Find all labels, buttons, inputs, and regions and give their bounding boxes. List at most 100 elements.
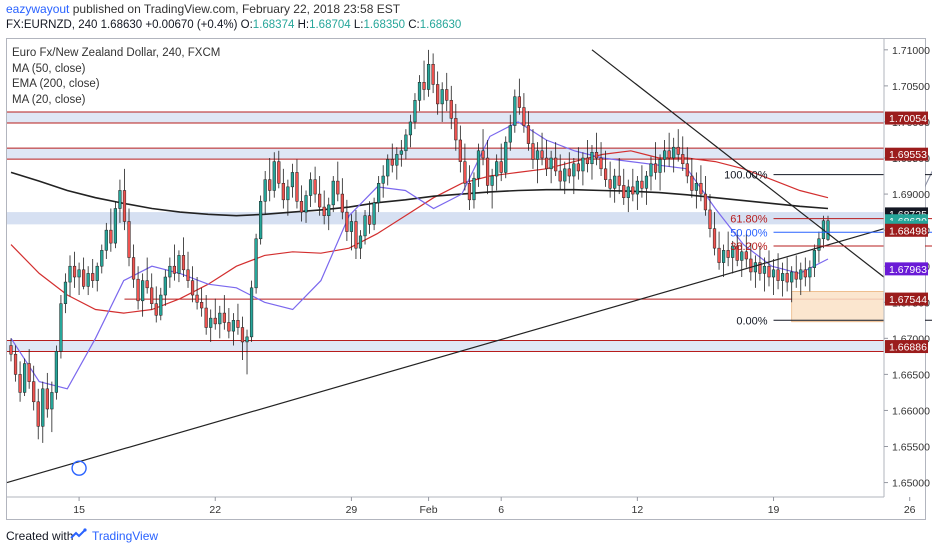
descending-trendline	[591, 49, 906, 295]
candle-body	[32, 381, 36, 403]
candle	[563, 161, 567, 195]
candle-body	[150, 287, 154, 304]
candle	[227, 308, 231, 339]
candle-body	[603, 168, 608, 180]
candle	[136, 266, 140, 310]
candle-body	[218, 312, 222, 325]
candle-body	[767, 265, 771, 278]
resistance-zone	[7, 148, 884, 160]
symbol-label: FX:EURNZD, 240	[6, 19, 98, 31]
candle	[812, 244, 816, 278]
candle	[440, 82, 444, 122]
candle-body	[159, 294, 163, 316]
legend-ema200[interactable]: EMA (200, close)	[12, 78, 100, 90]
candle	[313, 166, 317, 203]
candle-body	[86, 273, 90, 287]
candle-body	[322, 206, 326, 216]
candle	[145, 257, 149, 294]
candle-body	[186, 269, 190, 281]
price-label: 1.69553	[889, 149, 927, 161]
price-label-box	[885, 147, 928, 161]
candle	[367, 201, 372, 234]
candle	[808, 260, 812, 292]
candle	[59, 295, 63, 359]
candle-body	[581, 157, 585, 172]
candle	[649, 156, 653, 191]
candle-body	[535, 150, 540, 160]
candle-body	[749, 258, 753, 273]
created-with-text: Created with	[6, 529, 74, 543]
candle-body	[481, 150, 485, 159]
candle-body	[463, 161, 467, 184]
candle	[358, 230, 363, 259]
candle	[436, 71, 440, 115]
candle	[785, 257, 789, 292]
candle	[340, 178, 344, 220]
tradingview-link[interactable]: TradingView	[92, 529, 159, 543]
candle	[599, 142, 603, 177]
candle-body	[277, 161, 281, 184]
legend-ma20[interactable]: MA (20, close)	[12, 93, 86, 106]
fib-level-label: 100.00%	[724, 170, 768, 182]
candle-body	[613, 175, 617, 189]
candle-body	[517, 96, 521, 108]
candle-body	[209, 317, 213, 328]
candle-body	[585, 157, 590, 165]
candle	[363, 209, 367, 245]
candle	[781, 262, 785, 297]
candle-body	[504, 141, 508, 173]
candle-body	[622, 185, 626, 198]
legend-ma50[interactable]: MA (50, close)	[12, 62, 86, 75]
candle	[77, 262, 81, 296]
candle	[331, 176, 335, 213]
candle	[254, 233, 258, 294]
candle-body	[672, 146, 676, 159]
resistance-zone	[7, 112, 884, 124]
candle-body	[299, 201, 304, 213]
candle-body	[154, 303, 158, 316]
candle	[549, 150, 553, 184]
candle	[662, 139, 667, 173]
candle	[685, 147, 689, 184]
candle	[667, 132, 671, 167]
candle	[699, 165, 703, 202]
candle	[799, 262, 803, 296]
candle-body	[513, 96, 517, 126]
candle	[168, 257, 172, 288]
candle-body	[699, 183, 703, 195]
high-value: 1.68704	[309, 19, 351, 31]
candle-body	[826, 220, 830, 240]
candle	[104, 222, 108, 259]
price-label: 1.68498	[889, 225, 927, 237]
candle	[263, 170, 267, 215]
candle-body	[644, 175, 649, 189]
low-label: L:	[353, 19, 364, 31]
candle	[771, 258, 776, 296]
candle-body	[172, 265, 177, 274]
candle-body	[263, 179, 267, 202]
candle	[413, 93, 417, 130]
resistance-zone	[7, 340, 884, 352]
candle	[531, 129, 535, 169]
candle-body	[408, 121, 413, 136]
candle-body	[27, 363, 31, 382]
candle	[722, 244, 726, 278]
candle	[50, 381, 54, 433]
candle-body	[331, 180, 335, 206]
fib-level-label: 50.00%	[730, 227, 768, 239]
candle	[345, 199, 349, 241]
candle	[91, 258, 95, 288]
candle	[581, 152, 585, 186]
candle	[336, 161, 340, 202]
candle	[508, 114, 512, 151]
candle-body	[590, 151, 594, 165]
y-tick-label: 1.65000	[892, 478, 930, 490]
author-link[interactable]: eazywayout	[6, 2, 70, 16]
candle-body	[259, 201, 263, 240]
candle	[576, 147, 580, 180]
candle-body	[499, 161, 503, 173]
candle	[236, 303, 240, 335]
candle-body	[454, 118, 458, 141]
candle-body	[349, 221, 354, 232]
